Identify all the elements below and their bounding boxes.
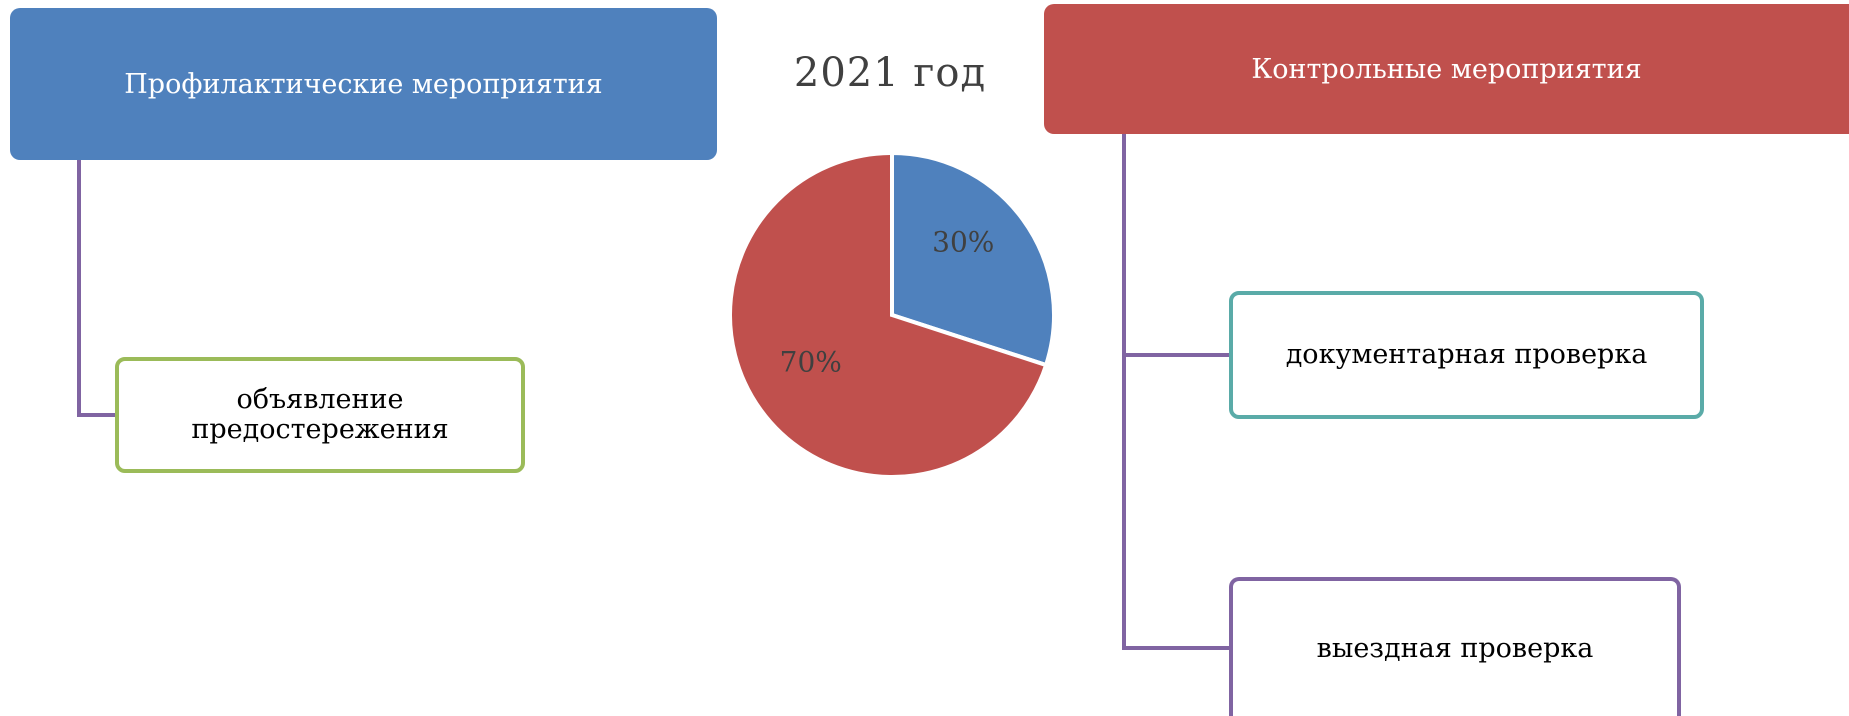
right-connector-1 bbox=[1124, 134, 1229, 355]
pie-label-30: 30% bbox=[932, 225, 994, 258]
documentary-check-label: документарная проверка bbox=[1286, 340, 1648, 370]
warning-announcement-label: объявление предостережения bbox=[190, 385, 450, 444]
field-check-box: выездная проверка bbox=[1229, 577, 1681, 716]
preventive-measures-header: Профилактические мероприятия bbox=[10, 8, 717, 160]
pie-label-70: 70% bbox=[780, 346, 842, 379]
control-measures-label: Контрольные мероприятия bbox=[1251, 54, 1641, 85]
preventive-measures-label: Профилактические мероприятия bbox=[124, 69, 602, 100]
pie-chart: 30% 70% bbox=[720, 150, 1060, 490]
documentary-check-box: документарная проверка bbox=[1229, 291, 1704, 419]
left-connector bbox=[79, 160, 115, 415]
right-connector-2 bbox=[1124, 355, 1229, 648]
warning-announcement-box: объявление предостережения bbox=[115, 357, 525, 473]
field-check-label: выездная проверка bbox=[1317, 634, 1594, 664]
control-measures-header: Контрольные мероприятия bbox=[1044, 4, 1849, 134]
chart-title: 2021 год bbox=[760, 50, 1020, 96]
